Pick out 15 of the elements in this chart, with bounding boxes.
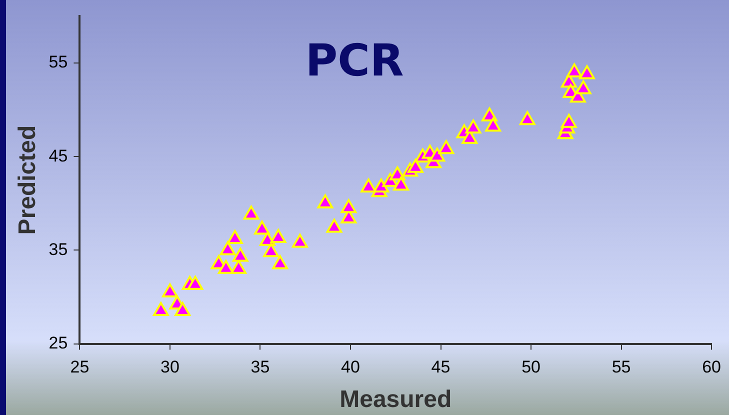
text: PCR <box>305 36 404 87</box>
x-tick-label: 25 <box>70 358 90 377</box>
x-tick-label: 30 <box>160 358 180 377</box>
y-tick-label: 45 <box>48 146 68 166</box>
x-tick-label: 50 <box>522 358 540 377</box>
x-tick-label: 40 <box>341 358 360 377</box>
x-tick-label: 45 <box>431 358 450 377</box>
x-tick-label: 35 <box>250 358 270 377</box>
x-tick-label: 55 <box>612 358 631 377</box>
y-tick-label: 25 <box>48 333 68 352</box>
y-axis-title: Predicted <box>14 125 42 235</box>
x-axis-title: Measured <box>340 386 452 414</box>
y-tick-label: 35 <box>48 240 68 259</box>
x-tick-label: 60 <box>702 358 722 377</box>
y-tick-label: 55 <box>48 52 68 72</box>
